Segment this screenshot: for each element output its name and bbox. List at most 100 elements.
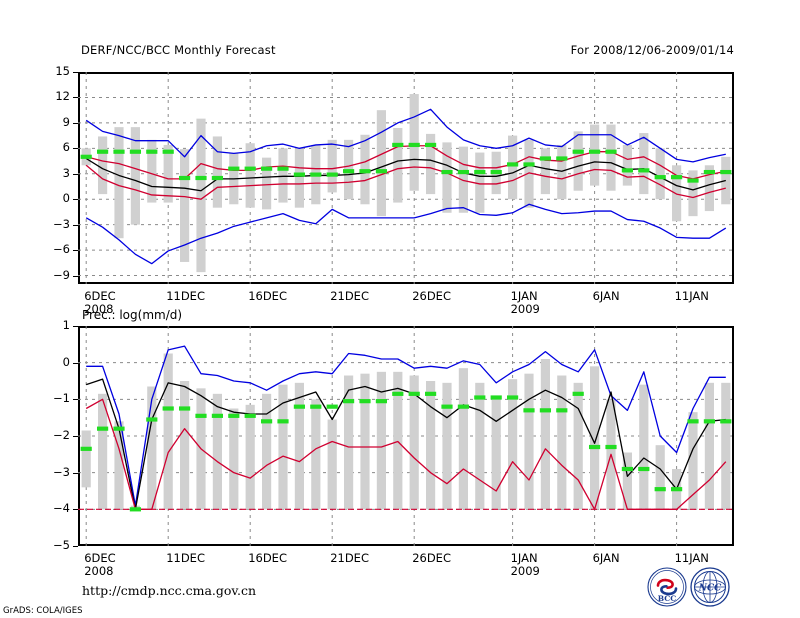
spread-bar: [655, 445, 665, 510]
ensemble-spread-bars: [81, 353, 731, 510]
ncc-logo-label: NCC: [698, 584, 722, 594]
spread-bar: [81, 430, 91, 488]
spread-bar: [639, 133, 649, 195]
bcc-logo: BCC: [647, 567, 687, 607]
ensemble-spread-bars: [81, 94, 731, 273]
spread-bar: [508, 135, 518, 200]
spread-bar: [163, 144, 173, 203]
spread-bar: [639, 384, 649, 510]
spread-bar: [573, 131, 583, 191]
y-tick-mark: [73, 199, 78, 201]
spread-bar: [540, 148, 550, 195]
x-tick-label: 16DEC: [248, 289, 287, 303]
website-url[interactable]: http://cmdp.ncc.cma.gov.cn: [82, 583, 256, 598]
spread-bar: [98, 393, 108, 510]
x-year-label: 2009: [510, 564, 540, 578]
y-tick-mark: [73, 472, 78, 474]
spread-bar: [196, 118, 206, 273]
y-tick-mark: [73, 224, 78, 226]
y-tick-label: −6: [53, 242, 70, 257]
spread-bar: [262, 157, 272, 210]
spread-bar: [721, 156, 731, 205]
series-line-upper-quartile: [86, 145, 726, 180]
y-tick-label: −1: [53, 391, 70, 406]
y-tick-label: −3: [53, 216, 70, 231]
y-tick-mark: [73, 148, 78, 150]
x-tick-label: 11DEC: [166, 551, 205, 565]
spread-bar: [442, 382, 452, 510]
x-tick-label: 11JAN: [674, 289, 709, 303]
x-tick-label: 6JAN: [592, 289, 620, 303]
x-tick-label: 11DEC: [166, 289, 205, 303]
spread-bar: [212, 393, 222, 510]
series-line-min: [85, 203, 727, 265]
y-tick-mark: [73, 399, 78, 401]
x-year-label: 2008: [84, 302, 114, 316]
spread-bar: [458, 146, 468, 213]
spread-bar: [278, 148, 288, 203]
spread-bar: [294, 148, 304, 208]
x-year-label: 2009: [510, 302, 540, 316]
spread-bar: [622, 452, 632, 510]
spread-bar: [704, 382, 714, 510]
x-tick-label: 1JAN: [510, 289, 538, 303]
y-tick-mark: [73, 326, 78, 327]
spread-bar: [606, 124, 616, 191]
spread-bar: [376, 371, 386, 510]
spread-bar: [491, 397, 501, 510]
spread-bar: [98, 136, 108, 195]
spread-bar: [442, 142, 452, 213]
y-tick-label: 15: [55, 64, 70, 78]
spread-bar: [147, 139, 157, 203]
spread-bar: [180, 149, 190, 262]
x-tick-label: 6DEC: [84, 551, 116, 565]
y-tick-label: −4: [53, 501, 70, 516]
y-tick-mark: [73, 173, 78, 175]
series-line-mean: [85, 157, 726, 192]
spread-bar: [622, 144, 632, 186]
x-tick-label: 26DEC: [412, 551, 451, 565]
spread-bar: [393, 127, 403, 203]
x-tick-label: 21DEC: [330, 289, 369, 303]
y-tick-mark: [73, 72, 78, 73]
x-tick-label: 11JAN: [674, 551, 709, 565]
x-tick-label: 26DEC: [412, 289, 451, 303]
y-tick-mark: [73, 250, 78, 252]
y-tick-label: −3: [53, 464, 70, 479]
spread-bar: [262, 393, 272, 510]
y-tick-label: 3: [62, 165, 70, 180]
y-tick-mark: [73, 436, 78, 437]
x-tick-label: 21DEC: [330, 551, 369, 565]
spread-bar: [524, 139, 534, 208]
series-line-max: [85, 108, 726, 163]
spread-bar: [114, 421, 124, 510]
spread-bar: [327, 419, 337, 510]
x-tick-label: 6JAN: [592, 551, 620, 565]
spread-bar: [360, 373, 370, 510]
spread-bar: [426, 133, 436, 195]
spread-bar: [245, 404, 255, 510]
spread-bar: [672, 165, 682, 222]
spread-bar: [212, 136, 222, 208]
spread-bar: [721, 382, 731, 510]
y-tick-mark: [73, 362, 78, 364]
spread-bar: [130, 127, 140, 225]
forecast-title: DERF/NCC/BCC Monthly Forecast: [81, 43, 276, 57]
spread-bar: [311, 399, 321, 510]
spread-bar: [458, 368, 468, 510]
spread-bar: [114, 127, 124, 239]
spread-bar: [393, 371, 403, 510]
spread-bar: [704, 165, 714, 212]
spread-bar: [524, 373, 534, 510]
x-year-label: 2008: [84, 564, 114, 578]
spread-bar: [294, 382, 304, 510]
y-tick-label: −9: [53, 267, 70, 282]
x-tick-label: 16DEC: [248, 551, 287, 565]
spread-bar: [688, 412, 698, 510]
spread-bar: [245, 143, 255, 208]
series-line-min: [85, 398, 727, 510]
y-tick-label: −5: [53, 538, 70, 552]
spread-bar: [475, 152, 485, 213]
